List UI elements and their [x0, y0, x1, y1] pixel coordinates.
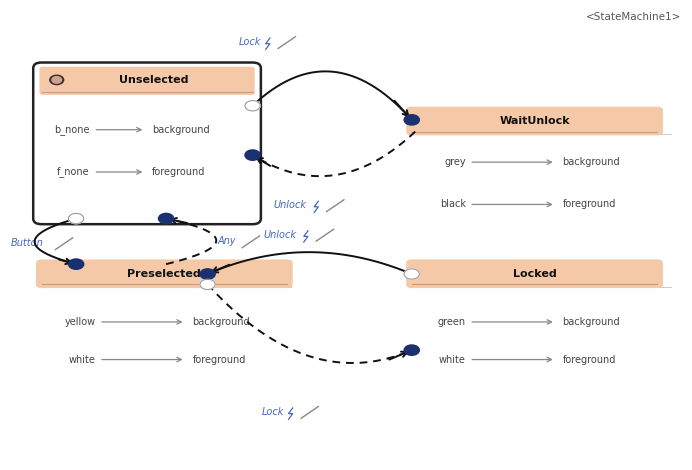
Circle shape	[69, 213, 84, 224]
Text: background: background	[152, 125, 210, 135]
Circle shape	[52, 77, 62, 83]
Circle shape	[200, 279, 215, 290]
Text: Locked: Locked	[513, 269, 556, 279]
Circle shape	[404, 345, 419, 355]
Text: Lock: Lock	[239, 37, 261, 47]
FancyBboxPatch shape	[33, 63, 261, 224]
Circle shape	[245, 150, 260, 160]
Text: foreground: foreground	[152, 167, 206, 177]
Circle shape	[50, 75, 64, 85]
Text: background: background	[563, 317, 620, 327]
Text: green: green	[437, 317, 466, 327]
FancyBboxPatch shape	[406, 259, 663, 288]
Text: Unselected: Unselected	[119, 75, 189, 85]
Circle shape	[404, 115, 419, 125]
Circle shape	[69, 259, 84, 269]
FancyBboxPatch shape	[36, 259, 293, 288]
Text: WaitUnlock: WaitUnlock	[499, 116, 570, 126]
Circle shape	[404, 269, 419, 279]
Text: Any: Any	[218, 236, 237, 246]
Text: Preselected: Preselected	[127, 269, 201, 279]
Text: Unlock: Unlock	[273, 200, 307, 210]
Text: <StateMachine1>: <StateMachine1>	[586, 12, 682, 22]
Text: grey: grey	[444, 157, 466, 167]
Text: background: background	[563, 157, 620, 167]
Text: Lock: Lock	[262, 407, 284, 417]
Text: background: background	[192, 317, 250, 327]
Text: white: white	[439, 354, 466, 365]
Text: f_none: f_none	[57, 166, 90, 178]
FancyBboxPatch shape	[39, 67, 255, 95]
Circle shape	[158, 213, 174, 224]
Circle shape	[245, 101, 260, 111]
Text: white: white	[69, 354, 95, 365]
FancyBboxPatch shape	[406, 107, 663, 135]
Text: foreground: foreground	[563, 354, 616, 365]
Circle shape	[200, 269, 215, 279]
Text: foreground: foreground	[192, 354, 246, 365]
Text: Button: Button	[10, 238, 43, 248]
Text: black: black	[440, 199, 466, 210]
Text: b_none: b_none	[55, 124, 90, 135]
Text: foreground: foreground	[563, 199, 616, 210]
Text: yellow: yellow	[64, 317, 95, 327]
Text: Unlock: Unlock	[263, 230, 296, 240]
